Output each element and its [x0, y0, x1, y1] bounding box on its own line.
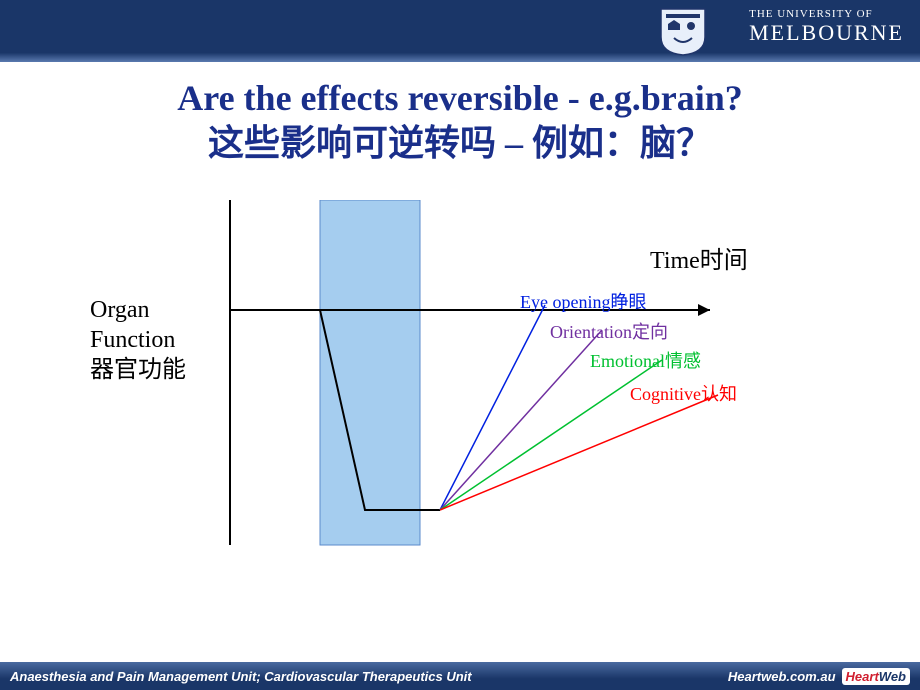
series-label-1: Orientation定向 — [550, 318, 668, 344]
heartweb-badge-icon: HeartWeb — [842, 668, 910, 685]
series-label-2: Emotional情感 — [590, 347, 701, 373]
university-name: THE UNIVERSITY OF MELBOURNE — [749, 8, 904, 46]
slide-title: Are the effects reversible - e.g.brain? … — [0, 76, 920, 166]
organ-function-chart: Organ Function 器官功能 Time时间 Eye opening睁眼… — [90, 200, 830, 600]
title-line-1: Are the effects reversible - e.g.brain? — [0, 76, 920, 121]
series-label-0: Eye opening睁眼 — [520, 288, 646, 314]
university-main: MELBOURNE — [749, 20, 904, 46]
university-crest-icon — [656, 4, 710, 58]
footer-bar: Anaesthesia and Pain Management Unit; Ca… — [0, 660, 920, 690]
university-prefix: THE UNIVERSITY OF — [749, 8, 904, 20]
series-label-3: Cognitive认知 — [630, 380, 737, 406]
footer-unit-text: Anaesthesia and Pain Management Unit; Ca… — [10, 669, 472, 684]
title-line-2: 这些影响可逆转吗 – 例如：脑？ — [0, 121, 920, 166]
footer-url: Heartweb.com.au — [728, 669, 836, 684]
header-bar: THE UNIVERSITY OF MELBOURNE — [0, 0, 920, 62]
footer-right: Heartweb.com.au HeartWeb — [728, 668, 910, 685]
